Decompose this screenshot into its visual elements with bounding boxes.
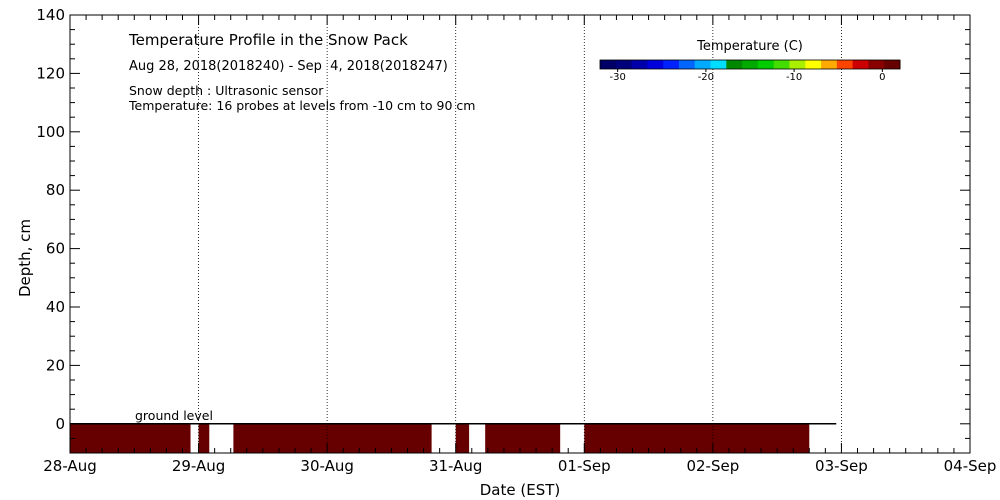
temperature-segment-2	[198, 423, 210, 453]
colorbar-title: Temperature (C)	[696, 39, 803, 54]
ground-level-label: ground level	[135, 408, 213, 423]
colorbar-tick-label--10: -10	[786, 72, 802, 83]
chart-title: Temperature Profile in the Snow Pack	[128, 31, 408, 49]
colorbar-swatch-13	[789, 60, 806, 69]
temperature-segment-1	[70, 423, 191, 453]
temperature-segment-3	[233, 423, 432, 453]
colorbar-swatch-17	[852, 60, 869, 69]
y-tick-label-140: 140	[36, 6, 65, 24]
x-axis-label: Date (EST)	[480, 481, 561, 499]
colorbar-swatch-3	[631, 60, 648, 69]
colorbar-swatch-8	[710, 60, 727, 69]
y-tick-label-40: 40	[46, 298, 65, 316]
colorbar-tick-label-0: 0	[879, 72, 885, 83]
colorbar-tick-label--30: -30	[609, 72, 625, 83]
y-tick-label-100: 100	[36, 123, 65, 141]
y-tick-label-20: 20	[46, 356, 65, 374]
colorbar-swatch-4	[647, 60, 664, 69]
grid-lines	[70, 15, 842, 453]
colorbar-swatch-12	[773, 60, 790, 69]
y-axis-label: Depth, cm	[16, 219, 34, 297]
plot-border	[69, 14, 971, 454]
x-tick-label-29-Aug: 29-Aug	[172, 457, 225, 475]
axis-ticks: 28-Aug 29-Aug 30-Aug 31-Aug 01-Sep 02-Sep 03-S…	[36, 6, 996, 475]
colorbar-tick-label--20: -20	[698, 72, 714, 83]
colorbar-swatch-6	[678, 60, 696, 69]
x-tick-label-01-Sep: 01-Sep	[558, 457, 611, 475]
colorbar-swatch-2	[615, 60, 633, 69]
x-tick-label-02-Sep: 02-Sep	[686, 457, 739, 475]
x-tick-label-28-Aug: 28-Aug	[43, 457, 96, 475]
colorbar-swatch-7	[694, 60, 712, 69]
y-tick-label-60: 60	[46, 240, 65, 258]
y-tick-label-0: 0	[55, 415, 65, 433]
chart-subtitle: Aug 28, 2018(2018240) - Sep 4, 2018(2018…	[129, 59, 448, 74]
x-tick-label-30-Aug: 30-Aug	[300, 457, 353, 475]
colorbar-swatch-11	[757, 60, 775, 69]
colorbar-swatch-16	[836, 60, 854, 69]
x-tick-label-31-Aug: 31-Aug	[429, 457, 482, 475]
colorbar-swatch-14	[805, 60, 822, 69]
y-tick-label-120: 120	[36, 64, 65, 82]
colorbar-swatch-9	[726, 60, 743, 69]
plot-frame	[69, 14, 971, 454]
chart-note-temperature: Temperature: 16 probes at levels from -1…	[128, 98, 475, 113]
colorbar: -30 -20 -10 0	[599, 59, 901, 83]
colorbar-swatch-5	[663, 60, 680, 69]
colorbar-swatch-18	[868, 60, 885, 69]
colorbar-swatch-1	[600, 60, 617, 69]
x-tick-label-03-Sep: 03-Sep	[815, 457, 868, 475]
colorbar-swatch-19	[884, 60, 901, 69]
x-tick-label-04-Sep: 04-Sep	[944, 457, 997, 475]
colorbar-swatch-15	[821, 60, 838, 69]
colorbar-border	[599, 59, 901, 70]
temperature-segment-5	[485, 423, 561, 453]
temperature-segment-4	[455, 423, 470, 453]
chart-note-snow-depth: Snow depth : Ultrasonic sensor	[129, 83, 324, 98]
y-tick-label-80: 80	[46, 181, 65, 199]
colorbar-swatch-10	[742, 60, 759, 69]
